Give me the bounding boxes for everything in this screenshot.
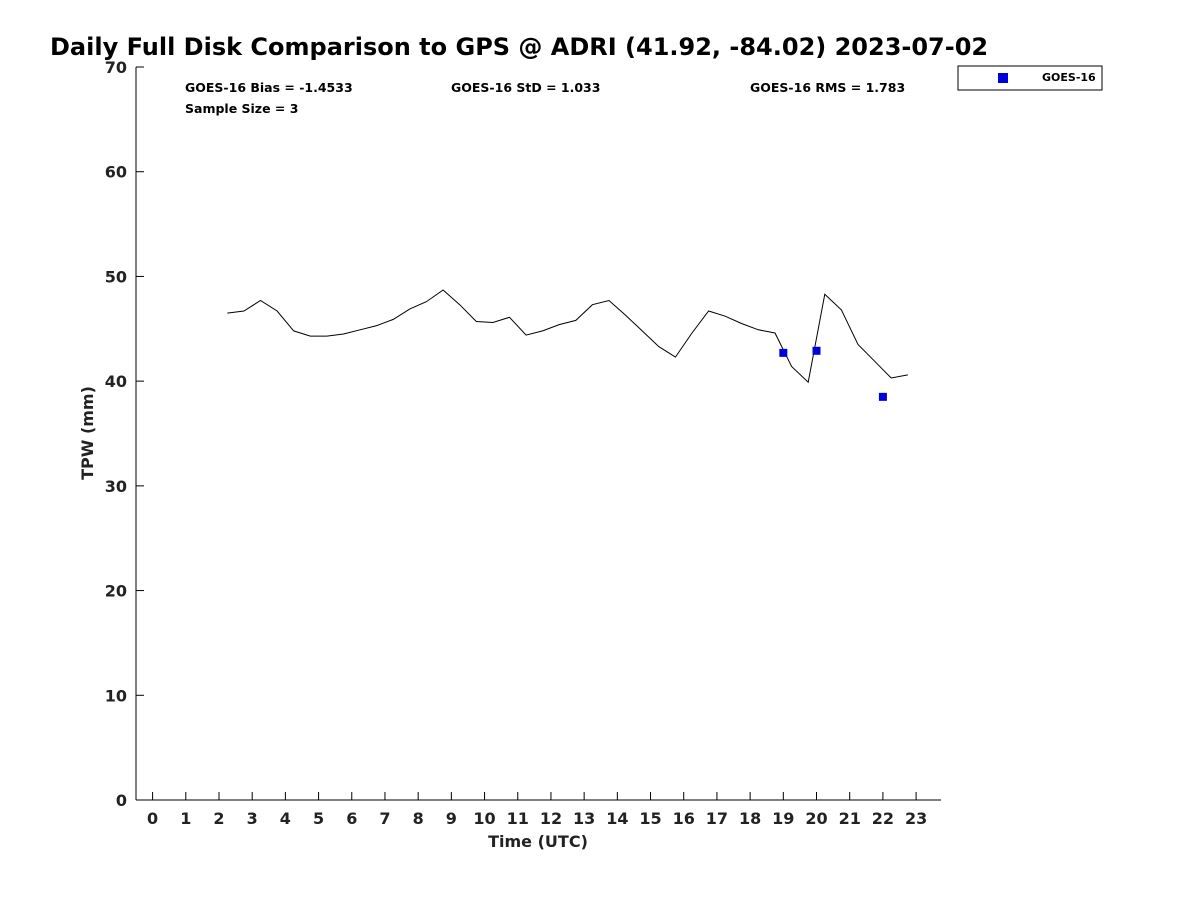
data-point-goes16 <box>779 348 788 357</box>
y-axis-label: TPW (mm) <box>78 386 97 480</box>
x-tick-label: 4 <box>280 809 291 828</box>
x-tick-label: 22 <box>872 809 894 828</box>
x-tick-label: 15 <box>639 809 661 828</box>
x-tick-label: 20 <box>805 809 827 828</box>
x-tick-label: 6 <box>346 809 357 828</box>
stat-sample-size: Sample Size = 3 <box>185 101 298 116</box>
x-tick-label: 12 <box>540 809 562 828</box>
y-tick-label: 50 <box>105 267 127 286</box>
stat-bias: GOES-16 Bias = -1.4533 <box>185 80 353 95</box>
x-tick-label: 17 <box>706 809 728 828</box>
x-tick-label: 18 <box>739 809 761 828</box>
y-tick-label: 20 <box>105 582 127 601</box>
x-tick-label: 3 <box>247 809 258 828</box>
data-point-goes16 <box>812 346 821 355</box>
series-line <box>227 289 908 384</box>
series-layer <box>227 289 908 401</box>
legend-box <box>957 65 1103 91</box>
stat-std: GOES-16 StD = 1.033 <box>451 80 600 95</box>
legend-label-goes16: GOES-16 <box>1042 71 1096 84</box>
x-tick-label: 8 <box>413 809 424 828</box>
y-tick-label: 30 <box>105 477 127 496</box>
x-tick-label: 21 <box>839 809 861 828</box>
x-tick-label: 9 <box>446 809 457 828</box>
x-axis-label: Time (UTC) <box>488 832 588 851</box>
x-tick-label: 19 <box>772 809 794 828</box>
x-tick-label: 7 <box>379 809 390 828</box>
legend-marker-goes16 <box>998 73 1008 83</box>
stat-rms: GOES-16 RMS = 1.783 <box>750 80 905 95</box>
x-tick-label: 1 <box>180 809 191 828</box>
y-tick-label: 60 <box>105 163 127 182</box>
chart-title: Daily Full Disk Comparison to GPS @ ADRI… <box>50 33 988 61</box>
x-tick-label: 11 <box>507 809 529 828</box>
x-tick-label: 10 <box>473 809 495 828</box>
y-tick-label: 70 <box>105 58 127 77</box>
x-tick-label: 0 <box>147 809 158 828</box>
y-tick-label: 10 <box>105 686 127 705</box>
legend: GOES-16 <box>957 65 1103 91</box>
x-tick-label: 23 <box>905 809 927 828</box>
x-tick-label: 5 <box>313 809 324 828</box>
data-point-goes16 <box>878 392 887 401</box>
x-tick-label: 2 <box>213 809 224 828</box>
y-tick-label: 0 <box>116 791 127 810</box>
x-tick-label: 13 <box>573 809 595 828</box>
y-ticks: 0 10 20 30 40 50 60 70 <box>105 58 144 810</box>
x-tick-label: 16 <box>673 809 695 828</box>
x-tick-label: 14 <box>606 809 628 828</box>
y-tick-label: 40 <box>105 372 127 391</box>
x-ticks: 0 1 2 3 4 5 6 7 8 9 10 11 12 13 14 15 16 17 18 19 20 21 22 23 <box>147 792 927 828</box>
